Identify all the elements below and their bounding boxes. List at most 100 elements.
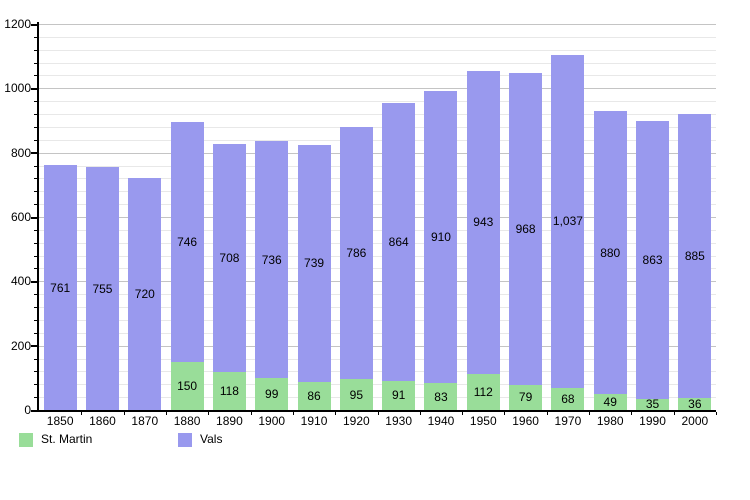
- y-axis-tick: [34, 62, 37, 64]
- bar-segment-st-martin-1920: [339, 379, 373, 410]
- bar-value-label-vals: 720: [134, 287, 155, 302]
- gridline-minor: [39, 397, 716, 399]
- y-axis-tick: [31, 409, 37, 412]
- bar-value-label-st-martin: 150: [177, 378, 198, 393]
- bar-segment-vals-2000: [678, 113, 712, 399]
- y-axis-tick: [34, 49, 37, 51]
- bar-segment-vals-1890: [212, 144, 246, 373]
- x-axis-label: 1860: [89, 414, 116, 428]
- x-axis-tick: [462, 412, 464, 415]
- x-axis-tick: [589, 412, 591, 415]
- gridline-minor: [39, 75, 716, 77]
- x-axis-line: [37, 410, 716, 412]
- gridline-minor: [39, 242, 716, 244]
- bar-value-label-vals: 736: [261, 252, 282, 267]
- x-axis-tick: [377, 412, 379, 415]
- bar-value-label-vals: 755: [92, 281, 113, 296]
- bar-segment-st-martin-1930: [382, 380, 416, 410]
- y-axis-label: 800: [10, 145, 31, 160]
- bar-segment-st-martin-1990: [636, 398, 670, 410]
- bar-value-label-st-martin: 86: [307, 389, 321, 404]
- y-axis-tick: [31, 345, 37, 348]
- y-axis-tick: [31, 280, 37, 283]
- gridline-minor: [39, 268, 716, 270]
- x-axis-tick: [165, 412, 167, 415]
- y-axis-tick: [31, 152, 37, 155]
- y-axis-tick: [31, 216, 37, 219]
- gridline-minor: [39, 62, 716, 64]
- bar-segment-vals-1950: [466, 70, 500, 374]
- y-axis-tick: [34, 255, 37, 257]
- gridline-minor: [39, 178, 716, 180]
- y-axis-label: 1200: [4, 17, 31, 31]
- gridline-minor: [39, 139, 716, 141]
- bar-value-label-vals: 786: [346, 246, 367, 261]
- bar-segment-st-martin-1950: [466, 373, 500, 410]
- bar-value-label-vals: 968: [515, 221, 536, 236]
- y-axis-label: 400: [10, 274, 31, 289]
- bar-value-label-st-martin: 36: [688, 397, 702, 412]
- x-axis-label: 1950: [469, 414, 497, 428]
- y-axis-label: 0: [24, 403, 31, 417]
- bar-value-label-vals: 761: [50, 280, 71, 295]
- y-axis-tick: [34, 371, 37, 373]
- gridline-minor: [39, 101, 716, 103]
- y-axis-label: 1000: [4, 81, 31, 96]
- bar-segment-vals-1860: [85, 167, 119, 410]
- x-axis-tick: [81, 412, 83, 415]
- bar-value-label-st-martin: 118: [219, 384, 239, 399]
- legend-item-vals: Vals: [178, 432, 222, 447]
- x-axis-label: 2000: [681, 414, 709, 428]
- bar-value-label-vals: 910: [430, 229, 451, 244]
- y-axis-tick: [34, 229, 37, 231]
- x-axis-tick: [673, 412, 675, 415]
- bar-segment-st-martin-1880: [170, 361, 204, 410]
- legend-swatch-vals: [178, 432, 192, 447]
- y-axis-tick: [34, 75, 37, 77]
- y-axis-tick: [34, 126, 37, 128]
- legend-label-st-martin: St. Martin: [41, 432, 93, 446]
- x-axis-tick: [335, 412, 337, 415]
- bar-value-label-st-martin: 95: [349, 387, 364, 402]
- y-axis-tick: [34, 101, 37, 103]
- bar-segment-vals-1920: [339, 126, 373, 380]
- y-axis-tick: [34, 36, 37, 38]
- x-axis-label: 1960: [512, 414, 539, 428]
- gridline-minor: [39, 49, 716, 51]
- y-axis-tick: [34, 191, 37, 193]
- gridline-major: [39, 152, 716, 154]
- bar-segment-vals-1930: [382, 102, 416, 381]
- x-axis-tick: [292, 412, 294, 415]
- bar-value-label-vals: 708: [219, 251, 240, 266]
- gridline-minor: [39, 229, 716, 231]
- bar-value-label-st-martin: 99: [265, 387, 279, 402]
- bar-segment-vals-1970: [551, 54, 585, 389]
- x-axis-tick: [208, 412, 210, 415]
- gridline-minor: [39, 319, 716, 321]
- gridline-major: [39, 88, 716, 90]
- y-axis-tick: [34, 307, 37, 309]
- x-axis-label: 1930: [385, 414, 412, 428]
- bar-value-label-st-martin: 79: [518, 390, 533, 405]
- y-axis-tick: [31, 23, 37, 26]
- gridline-minor: [39, 114, 716, 116]
- bar-value-label-vals: 746: [177, 234, 198, 249]
- bar-segment-st-martin-1940: [424, 383, 458, 410]
- y-axis-tick: [34, 384, 37, 386]
- y-axis-label: 200: [10, 338, 31, 353]
- y-axis-tick: [34, 242, 37, 244]
- gridline-minor: [39, 384, 716, 386]
- x-axis-label: 1940: [427, 414, 455, 428]
- bar-value-label-vals: 863: [642, 252, 663, 267]
- y-axis-tick: [34, 114, 37, 116]
- gridline-major: [39, 281, 716, 283]
- y-axis-tick: [34, 358, 37, 360]
- bar-segment-vals-1850: [43, 165, 77, 410]
- bar-value-label-st-martin: 35: [645, 397, 660, 412]
- x-axis-tick: [250, 412, 252, 415]
- bar-segment-vals-1980: [593, 111, 627, 395]
- gridline-minor: [39, 332, 716, 334]
- bar-segment-vals-1940: [424, 90, 458, 384]
- gridline-minor: [39, 371, 716, 373]
